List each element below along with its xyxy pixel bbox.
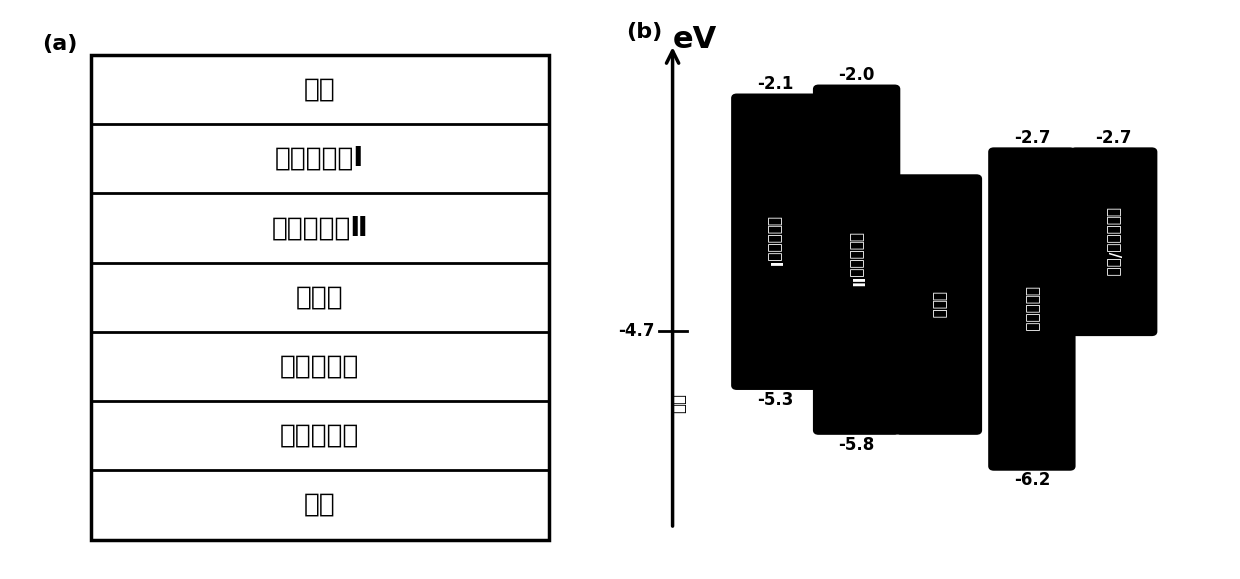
FancyBboxPatch shape [732,94,817,389]
Text: -5.8: -5.8 [838,435,874,453]
FancyBboxPatch shape [813,86,899,434]
Text: (a): (a) [42,34,78,54]
Text: -2.7: -2.7 [1095,129,1132,146]
Text: 空穴传输层Ⅱ: 空穴传输层Ⅱ [272,215,368,241]
FancyBboxPatch shape [895,175,981,434]
Text: 发光层: 发光层 [931,291,946,318]
Text: eV: eV [672,24,717,53]
Text: 空穴传输层Ⅰ: 空穴传输层Ⅰ [275,146,365,172]
Text: 发光层: 发光层 [296,284,343,310]
Text: -2.1: -2.1 [756,75,794,93]
Bar [91,55,549,540]
Text: 电子传输层: 电子传输层 [1024,286,1039,332]
Text: 阳极: 阳极 [670,393,687,413]
Text: -6.2: -6.2 [1013,471,1050,489]
Text: -4.7: -4.7 [619,323,655,340]
Text: -2.0: -2.0 [838,66,874,84]
Text: 空穴传输层Ⅱ: 空穴传输层Ⅱ [849,232,864,288]
Text: 空穴传输层Ⅰ: 空穴传输层Ⅰ [768,216,782,267]
Text: 阴极修饰层: 阴极修饰层 [280,423,360,449]
Text: (b): (b) [626,22,662,42]
Text: 电子传输层: 电子传输层 [280,354,360,380]
Text: -2.7: -2.7 [1013,129,1050,146]
Text: 阴极修饰层/阴极: 阴极修饰层/阴极 [1106,207,1121,277]
Text: -5.3: -5.3 [756,391,794,409]
FancyBboxPatch shape [1071,148,1157,335]
Text: 阳极: 阳极 [304,76,336,102]
Text: 阴极: 阴极 [304,492,336,518]
FancyBboxPatch shape [990,148,1075,470]
